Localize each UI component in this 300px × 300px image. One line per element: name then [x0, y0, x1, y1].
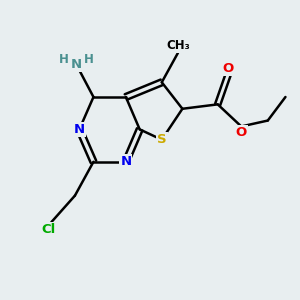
Text: CH₃: CH₃ [166, 39, 190, 52]
Text: N: N [71, 58, 82, 71]
Text: H: H [59, 53, 69, 66]
Text: N: N [74, 123, 85, 136]
Text: O: O [236, 126, 247, 140]
Text: O: O [222, 62, 234, 75]
Text: S: S [157, 133, 166, 146]
Text: Cl: Cl [41, 223, 56, 236]
Text: N: N [120, 155, 131, 168]
Text: H: H [84, 53, 94, 66]
